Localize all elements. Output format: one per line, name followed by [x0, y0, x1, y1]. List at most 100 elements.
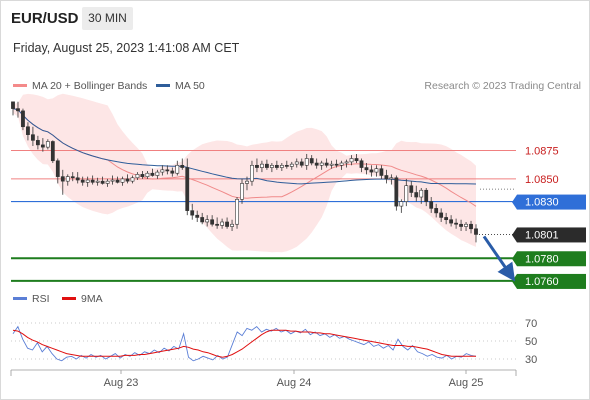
candle-body — [80, 179, 85, 183]
candle-body — [115, 179, 120, 183]
candle-body — [145, 172, 150, 177]
candle-body — [279, 164, 284, 168]
rsi-line — [12, 325, 477, 362]
rsi-9ma-line — [12, 329, 476, 358]
rsi-tick-label-50: 50 — [525, 336, 537, 348]
candle-body — [220, 221, 224, 226]
candle-body — [50, 141, 55, 162]
legend-ma50-label: MA 50 — [175, 80, 205, 92]
x-tick-label-0: Aug 23 — [104, 377, 139, 389]
level-badge-3 — [517, 251, 586, 267]
candle-body — [429, 201, 434, 209]
candle-body — [269, 164, 274, 168]
legend-ma50: MA 50 — [156, 80, 205, 92]
candle-body — [170, 170, 175, 174]
candle-body — [105, 180, 110, 184]
ma50-line — [12, 108, 477, 185]
ma9-swatch — [62, 296, 76, 300]
candle-body — [215, 223, 220, 226]
candle-body — [190, 210, 195, 216]
candle-body — [60, 176, 65, 182]
candle-body — [230, 223, 234, 227]
candle-body — [180, 164, 185, 168]
level-label-0: 1.0875 — [525, 146, 559, 158]
current-price-label: 1.0801 — [525, 229, 559, 241]
forecast-arrow — [482, 235, 516, 282]
current-price-badge — [517, 227, 586, 243]
level-badge-2 — [517, 194, 586, 210]
level-badge-arrow-2 — [512, 194, 517, 210]
rsi-tick-label-30: 30 — [525, 354, 537, 366]
candle-body — [35, 140, 40, 146]
candle-body — [404, 185, 409, 202]
candle-body — [160, 169, 165, 173]
candle-body — [205, 219, 210, 223]
candle-body — [140, 174, 145, 177]
level-label-2: 1.0830 — [525, 197, 559, 209]
candle-body — [409, 185, 414, 193]
candle-body — [31, 134, 35, 141]
candle-body — [324, 162, 329, 166]
research-credit: Research © 2023 Trading Central — [424, 80, 581, 92]
candle-body — [225, 221, 229, 227]
candle-body — [379, 168, 384, 176]
candle-body — [449, 219, 454, 224]
candle-body — [349, 158, 354, 163]
candle-body — [40, 144, 45, 148]
candle-body — [359, 160, 364, 168]
x-tick-label-2: Aug 25 — [449, 377, 484, 389]
rsi-swatch — [13, 296, 27, 300]
candle-body — [464, 223, 468, 227]
candle-body — [265, 163, 269, 168]
candle-body — [424, 189, 429, 202]
candle-body — [274, 164, 279, 168]
candle-body — [304, 158, 309, 166]
datetime-label: Friday, August 25, 2023 1:41:08 AM CET — [13, 41, 240, 55]
legend-9ma: 9MA — [62, 293, 103, 305]
timeframe-badge[interactable]: 30 MIN — [82, 7, 133, 30]
candle-body — [474, 228, 478, 235]
candle-body — [299, 161, 304, 166]
candle-body — [369, 169, 374, 173]
candle-body — [434, 208, 439, 214]
candle-body — [55, 160, 60, 177]
symbol-label: EUR/USD — [11, 10, 79, 27]
legend-bollinger-label: MA 20 + Bollinger Bands — [32, 80, 148, 92]
candle-body — [294, 161, 299, 165]
candle-body — [459, 223, 463, 227]
candles — [11, 101, 478, 243]
level-badge-arrow-3 — [512, 251, 517, 267]
candle-body — [210, 219, 215, 225]
chart-header: EUR/USD 30 MIN — [0, 0, 590, 36]
candle-body — [334, 163, 339, 166]
level-badge-arrow-4 — [512, 273, 517, 289]
candle-body — [165, 169, 170, 172]
candle-body — [414, 192, 419, 198]
candle-body — [65, 176, 70, 182]
candle-body — [175, 164, 180, 174]
candle-body — [439, 212, 444, 218]
candle-body — [21, 110, 25, 128]
candle-body — [245, 180, 249, 184]
candle-body — [364, 167, 369, 171]
candle-body — [419, 189, 424, 198]
candle-body — [135, 174, 140, 179]
candle-body — [150, 172, 155, 176]
candle-body — [200, 217, 205, 223]
x-tick-label-1: Aug 24 — [277, 377, 312, 389]
legend-bollinger: MA 20 + Bollinger Bands — [13, 80, 147, 92]
candle-body — [339, 162, 344, 166]
candle-body — [45, 141, 50, 148]
candle-body — [16, 108, 20, 112]
candle-body — [394, 177, 399, 207]
current-price-badge-arrow — [512, 227, 517, 243]
candle-body — [309, 158, 314, 164]
candle-body — [469, 223, 473, 230]
candle-body — [319, 162, 324, 166]
candle-body — [444, 217, 449, 221]
candle-body — [344, 161, 349, 164]
level-label-1: 1.0850 — [525, 174, 559, 186]
candle-body — [90, 179, 95, 183]
candle-body — [235, 199, 239, 225]
